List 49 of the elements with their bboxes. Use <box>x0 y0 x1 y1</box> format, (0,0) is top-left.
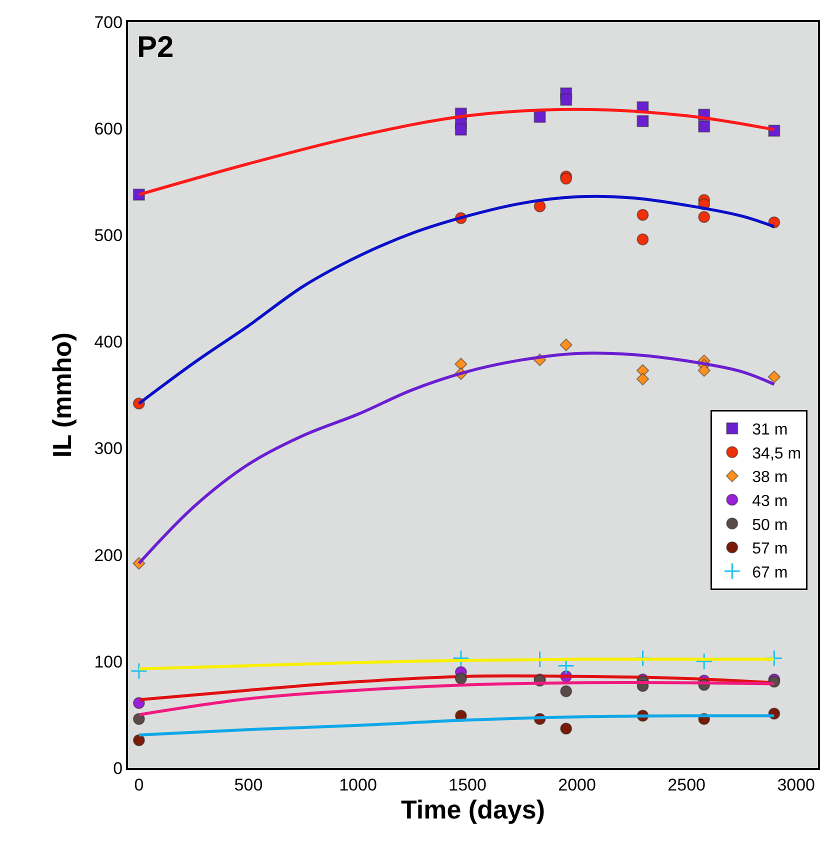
legend-label: 31 m <box>752 422 788 439</box>
point <box>698 211 710 224</box>
point <box>560 94 572 106</box>
point <box>560 685 572 698</box>
legend-label: 67 m <box>752 564 788 582</box>
x-tick-label: 1500 <box>448 775 486 794</box>
x-tick-label: 0 <box>134 775 144 794</box>
point <box>636 233 649 246</box>
x-tick-label: 2000 <box>558 775 596 794</box>
y-axis-title: IL (mmho) <box>47 332 78 458</box>
x-tick-label: 2500 <box>668 775 706 794</box>
y-tick-label: 300 <box>94 439 123 458</box>
point <box>534 110 546 123</box>
y-tick-label: 400 <box>94 332 123 352</box>
y-tick-label: 100 <box>94 652 123 672</box>
point <box>560 722 572 735</box>
point <box>534 200 546 212</box>
point <box>636 208 649 221</box>
x-axis-title: Time (days) <box>400 794 546 824</box>
point <box>698 120 710 132</box>
y-tick-label: 700 <box>94 12 123 32</box>
legend-label: 34,5 m <box>752 445 802 462</box>
x-tick-label: 1000 <box>339 775 377 794</box>
point <box>768 370 781 384</box>
y-tick-label: 500 <box>94 226 123 246</box>
point <box>454 672 467 684</box>
point <box>560 338 572 352</box>
legend-label: 57 m <box>752 540 788 558</box>
point <box>454 358 468 370</box>
point <box>766 650 783 667</box>
point <box>132 712 145 725</box>
point <box>454 124 467 136</box>
legend-label: 50 m <box>752 516 788 534</box>
point <box>696 652 713 670</box>
annotation: P2 <box>137 31 174 64</box>
y-tick-label: 600 <box>94 120 123 139</box>
y-tick-label: 0 <box>113 758 123 778</box>
legend-label: 43 m <box>752 492 788 510</box>
point <box>698 364 710 377</box>
x-tick-label: 3000 <box>777 775 816 794</box>
y-tick-label: 200 <box>94 546 123 565</box>
legend-label: 38 m <box>752 469 788 486</box>
line-series <box>137 658 776 670</box>
point <box>636 115 649 128</box>
point <box>132 734 145 746</box>
point <box>636 372 650 386</box>
x-tick-label: 500 <box>234 775 263 794</box>
point <box>452 650 470 667</box>
point <box>130 662 148 680</box>
